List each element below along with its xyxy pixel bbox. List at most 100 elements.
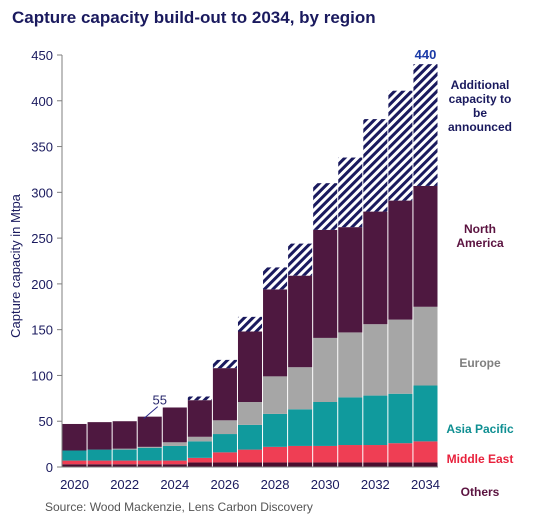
bar-segment-middle-east [263, 446, 288, 463]
x-axis: 2020 2022 2024 2026 2028 2030 2032 2034 [60, 466, 440, 492]
legend-label: Middle East [447, 452, 514, 466]
bar-segment-asia-pacific [87, 449, 112, 461]
y-tick-label: 400 [31, 94, 53, 109]
bar-segment-north-america [237, 331, 263, 402]
bar-segment-europe [112, 448, 137, 450]
bar-segment-asia-pacific [288, 409, 313, 446]
y-tick-label: 200 [31, 277, 53, 292]
bar-segment-middle-east [137, 460, 162, 465]
bar-segment-asia-pacific [263, 413, 288, 447]
bar-segment-north-america [413, 185, 438, 307]
x-tick-label: 2024 [160, 477, 189, 492]
legend-label: America [456, 236, 504, 250]
bar-segment-others [413, 462, 438, 467]
bar-segment-middle-east [313, 445, 338, 463]
y-axis-title: Capture capacity in Mtpa [8, 193, 23, 338]
bar-segment-others [162, 464, 187, 467]
legend-item-asia-pacific: Asia Pacific [446, 422, 514, 436]
bar-segment-middle-east [162, 460, 187, 465]
legend-label: Others [461, 485, 500, 499]
legend-item-middle-east: Middle East [447, 452, 514, 466]
bar-segment-asia-pacific [338, 397, 363, 446]
bar-segment-middle-east [388, 443, 413, 463]
bar-segment-europe [212, 420, 237, 435]
bar-segment-asia-pacific [388, 393, 413, 444]
total-label-2034: 440 [415, 47, 437, 62]
bar-segment-europe [288, 367, 313, 410]
bar-segment-middle-east [112, 460, 137, 465]
bar-segment-middle-east [62, 460, 87, 465]
bar-segment-middle-east [288, 445, 313, 463]
bar-segment-additional-capacity-to-be-announced [263, 267, 288, 290]
y-tick-label: 350 [31, 140, 53, 155]
bar-segment-middle-east [187, 457, 212, 463]
legend-item-others: Others [461, 485, 500, 499]
bar-segment-asia-pacific [112, 449, 137, 461]
legend-label: Asia Pacific [446, 422, 514, 436]
legend-label: North [464, 222, 496, 236]
bar-segment-additional-capacity-to-be-announced [313, 183, 338, 230]
x-tick-label: 2026 [210, 477, 239, 492]
bar-segment-asia-pacific [137, 447, 162, 461]
bar-segment-north-america [137, 416, 162, 447]
bar-segment-middle-east [413, 441, 438, 463]
bar-segment-north-america [87, 422, 112, 450]
bar-segment-additional-capacity-to-be-announced [413, 64, 438, 186]
bar-segment-middle-east [363, 445, 388, 463]
bar-segment-others [388, 462, 413, 467]
bar-segment-europe [162, 442, 187, 446]
bar-segment-europe [413, 306, 438, 386]
bar-segment-asia-pacific [237, 424, 263, 450]
total-label-2023: 55 [152, 393, 166, 408]
bar-segment-north-america [162, 407, 187, 443]
legend-label: Additional [451, 78, 510, 92]
bar-segment-additional-capacity-to-be-announced [363, 119, 388, 212]
bar-segment-asia-pacific [363, 395, 388, 446]
y-tick-label: 50 [39, 414, 53, 429]
bar-segment-others [187, 462, 212, 467]
bar-segment-asia-pacific [212, 434, 237, 453]
legend-label: capacity to [449, 92, 512, 106]
legend-label: Europe [459, 356, 501, 370]
bar-segment-middle-east [87, 460, 112, 465]
callout-line-2023 [143, 406, 159, 420]
legend-item-europe: Europe [459, 356, 501, 370]
y-tick-label: 250 [31, 231, 53, 246]
y-tick-label: 150 [31, 323, 53, 338]
bar-segment-additional-capacity-to-be-announced [237, 316, 263, 332]
bar-segment-europe [187, 436, 212, 442]
x-tick-label: 2020 [60, 477, 89, 492]
bar-segment-north-america [338, 227, 363, 333]
source-note: Source: Wood Mackenzie, Lens Carbon Disc… [45, 500, 313, 514]
bar-segment-others [363, 462, 388, 467]
bar-segment-europe [263, 376, 288, 414]
bar-segment-europe [338, 332, 363, 398]
bar-segment-north-america [187, 400, 212, 437]
bar-segment-additional-capacity-to-be-announced [388, 90, 413, 201]
bar-segment-europe [363, 324, 388, 396]
bar-segment-middle-east [212, 452, 237, 463]
bar-segment-north-america [288, 275, 313, 368]
x-tick-label: 2028 [261, 477, 290, 492]
bar-segment-middle-east [237, 449, 263, 463]
bar-segment-additional-capacity-to-be-announced [187, 396, 212, 401]
bar-segment-europe [237, 401, 263, 425]
legend-label: be [473, 106, 487, 120]
bar-segment-north-america [112, 421, 137, 449]
bar-segment-others [338, 462, 363, 467]
bar-segment-asia-pacific [162, 445, 187, 461]
bar-segment-others [212, 462, 237, 467]
x-tick-label: 2022 [110, 477, 139, 492]
bar-segment-others [87, 464, 112, 467]
bar-segment-north-america [62, 423, 87, 451]
bar-segment-additional-capacity-to-be-announced [288, 243, 313, 276]
bar-segment-asia-pacific [62, 450, 87, 461]
bar-segment-north-america [388, 200, 413, 320]
y-axis: 0 50 100 150 200 250 300 350 400 450 Capture capac… [8, 48, 63, 475]
y-tick-label: 0 [46, 460, 53, 475]
x-tick-label: 2034 [411, 477, 440, 492]
y-tick-label: 300 [31, 185, 53, 200]
